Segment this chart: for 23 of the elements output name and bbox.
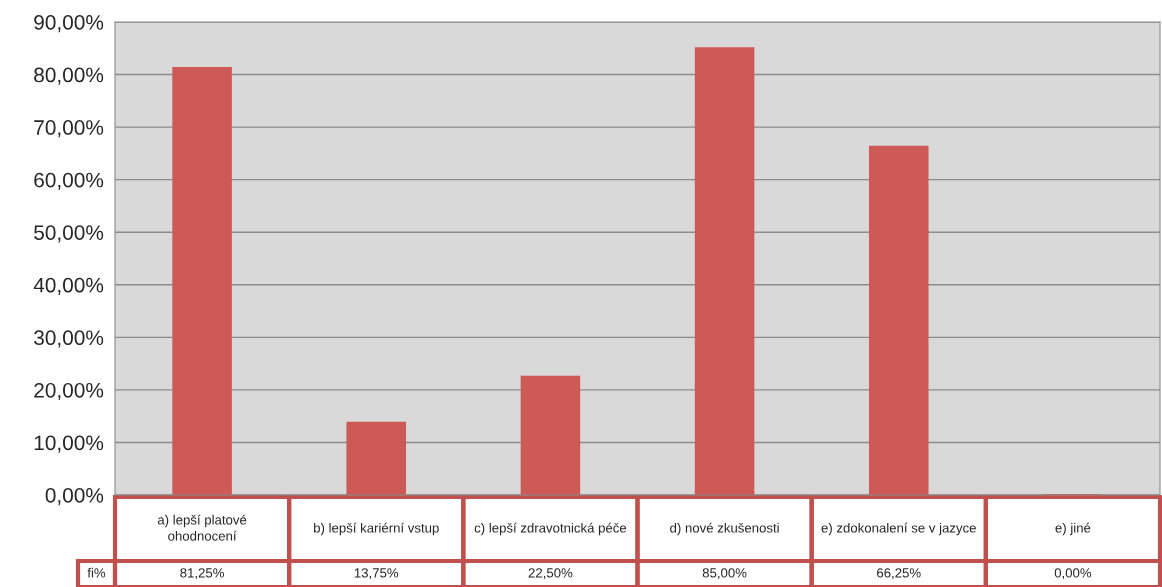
data-label: 81,25% [180, 568, 224, 580]
y-tick-label: 50,00% [34, 225, 104, 243]
x-tick-label: d) nové zkušenosti [670, 522, 779, 536]
text: fi% [87, 567, 106, 578]
y-tick-label: 40,00% [33, 277, 104, 295]
y-tick-label: 70,00% [34, 120, 104, 138]
x-tick-label: e) zdokonalení se v jazyce [821, 522, 976, 536]
x-tick-label: e) jiné [1055, 522, 1091, 536]
data-label: 66,25% [877, 568, 921, 580]
y-tick-label: 80,00% [34, 67, 104, 85]
y-tick-label: 60,00% [34, 172, 104, 190]
y-tick-label: 0,00% [45, 488, 104, 506]
data-label: 13,75% [354, 568, 399, 580]
y-tick-label: 20,00% [34, 382, 104, 401]
data-label: 0,00% [1054, 568, 1092, 580]
x-tick-label: b) lepší kariérní vstup [314, 522, 439, 536]
x-tick-label: a) lepší platové ohodnocení [157, 514, 247, 541]
y-tick-label: 10,00% [34, 435, 104, 453]
x-tick-label: c) lepší zdravotnická péče [474, 522, 627, 536]
data-label: 85,00% [702, 568, 747, 580]
data-label: 22,50% [528, 568, 573, 580]
y-tick-label: 30,00% [34, 330, 104, 348]
y-tick-label: 90,00% [34, 15, 104, 33]
